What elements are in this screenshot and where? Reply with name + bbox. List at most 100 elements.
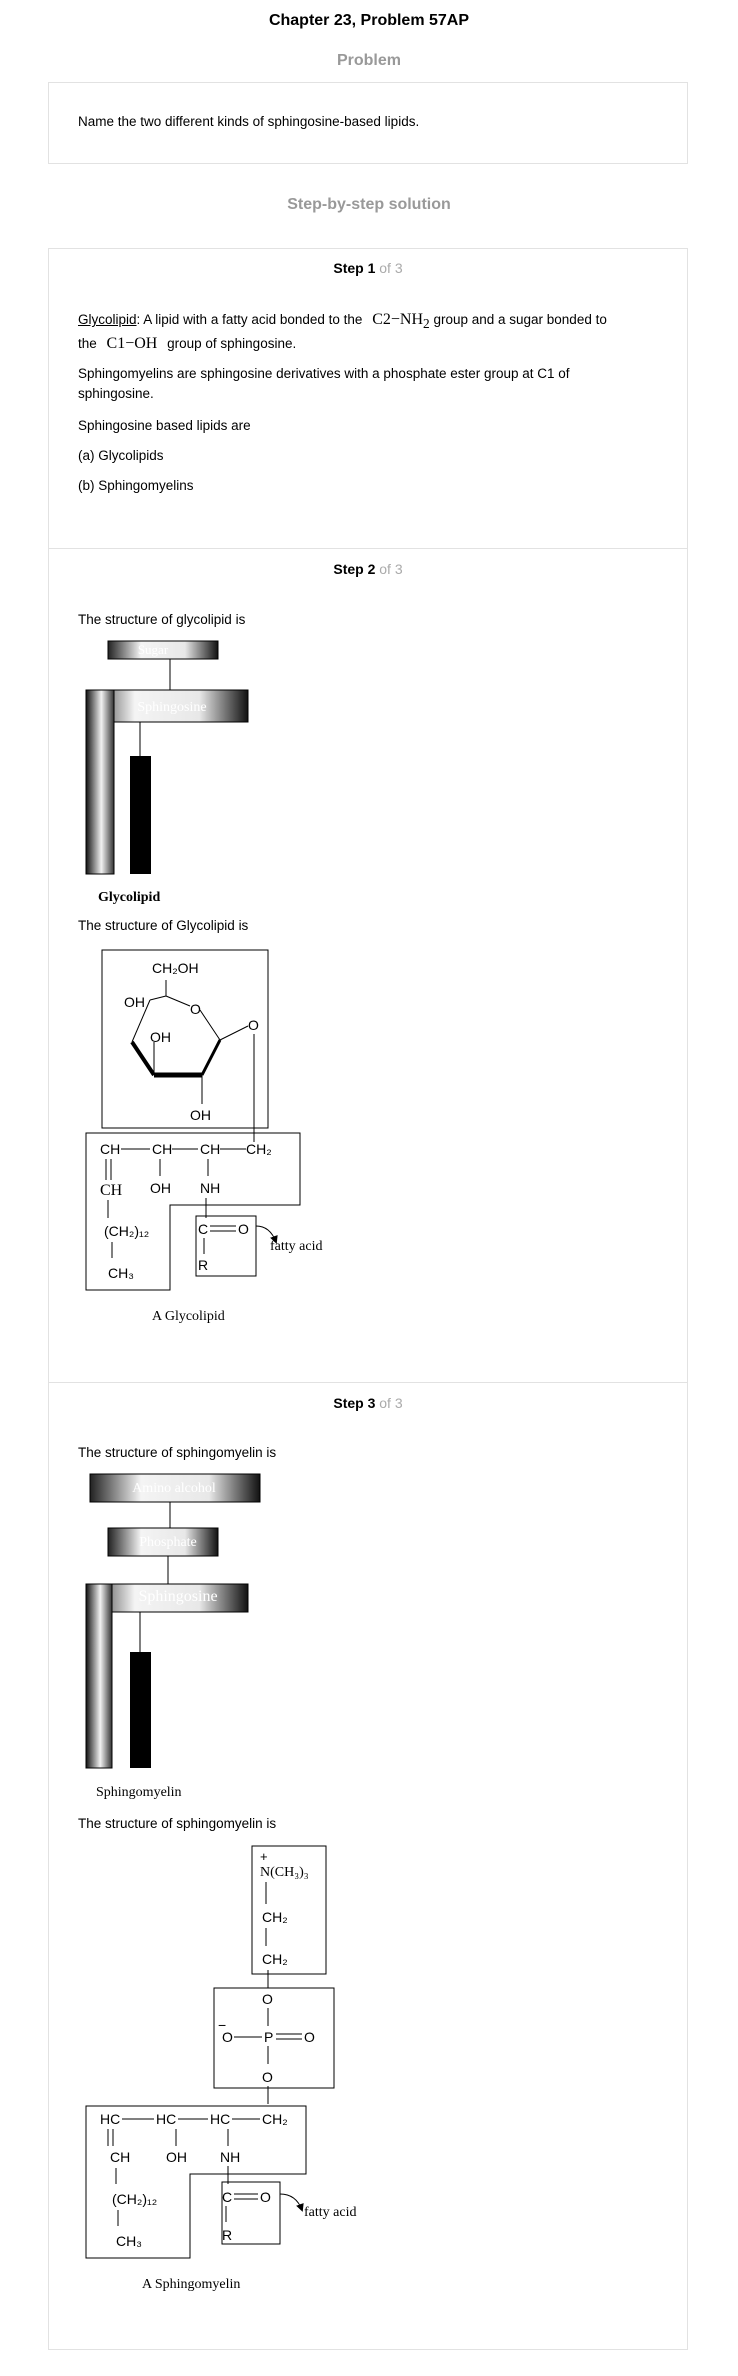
oh-label: OH <box>190 1107 211 1123</box>
step-count: of 3 <box>375 1395 403 1411</box>
step-3-header: Step 3 of 3 <box>48 1395 688 1411</box>
sphingosine-tail <box>85 689 115 875</box>
chain-ch: CH <box>200 1141 220 1157</box>
definition-text: the <box>78 336 97 351</box>
glycolipid-structure-caption: A Glycolipid <box>152 1309 225 1324</box>
sphingosine-bar <box>85 1583 249 1613</box>
sugar-block <box>107 640 219 660</box>
r-group: R <box>222 2227 232 2243</box>
definition-text: group and a sugar bonded to <box>433 312 607 327</box>
step-label: Step 3 <box>333 1395 376 1411</box>
amino-alcohol-block <box>89 1473 261 1503</box>
oh-label: OH <box>150 1029 171 1045</box>
sphingomyelin-caption: Sphingomyelin <box>96 1785 182 1800</box>
step-2-intro2: The structure of Glycolipid is <box>78 918 249 933</box>
chain-ch-double: CH <box>100 1182 123 1199</box>
step-count: of 3 <box>375 561 403 577</box>
phosphate-block <box>107 1527 219 1557</box>
chain-oh: OH <box>150 1180 171 1196</box>
solution-heading: Step-by-step solution <box>287 196 451 213</box>
step-1-line2: Sphingomyelins are sphingosine derivativ… <box>78 366 570 381</box>
formula-c1-oh: C1−OH <box>106 335 158 352</box>
sugar-label: Sugar <box>138 642 169 657</box>
carbonyl-o: O <box>260 2189 271 2205</box>
chain-oh: OH <box>166 2149 187 2165</box>
oh-label: OH <box>124 994 145 1010</box>
ring-oxygen: O <box>190 1001 201 1017</box>
amino-alcohol-label: Amino alcohol <box>132 1481 216 1496</box>
step-label: Step 1 <box>333 260 376 276</box>
sphingomyelin-structure-caption: A Sphingomyelin <box>142 2277 240 2292</box>
phosphate-label: Phosphate <box>139 1535 197 1550</box>
chain-ch3: CH₃ <box>108 1265 134 1281</box>
definition-text: group of sphingosine. <box>167 336 297 351</box>
step-1-item-a: (a) Glycolipids <box>78 448 164 463</box>
fatty-acid-label: fatty acid <box>304 2205 356 2220</box>
step-3-intro1: The structure of sphingomyelin is <box>78 1445 277 1460</box>
phosphorus: P <box>264 2029 273 2045</box>
carbonyl-o: O <box>238 1221 249 1237</box>
phosphate-o: O <box>262 1991 273 2007</box>
chain-ch: CH <box>100 1141 120 1157</box>
fatty-acid-box <box>221 2181 281 2245</box>
formula-subscript: 2 <box>423 316 430 332</box>
step-2-header: Step 2 of 3 <box>48 561 688 577</box>
chain-ch3: CH₃ <box>116 2233 142 2249</box>
sphingosine-label: Sphingosine <box>137 700 206 715</box>
page-title: Chapter 23, Problem 57AP <box>268 12 470 29</box>
chain-ch2-12: (CH₂)₁₂ <box>104 1223 149 1239</box>
problem-text: Name the two different kinds of sphingos… <box>78 114 420 129</box>
fatty-acid-tail <box>130 1652 151 1768</box>
chain-ch: CH <box>110 2149 130 2165</box>
step-1-header: Step 1 of 3 <box>48 260 688 276</box>
chain-ch2-12: (CH₂)₁₂ <box>112 2191 157 2207</box>
problem-box <box>48 82 688 164</box>
solution-box <box>48 248 688 2350</box>
sphingosine-label: Sphingosine <box>138 1588 217 1605</box>
minus-charge: − <box>218 2017 226 2033</box>
step-divider <box>48 1382 688 1383</box>
sphingosine-box <box>85 1132 301 1291</box>
formula-text: C2−NH <box>372 311 424 328</box>
choline-box <box>251 1845 327 1975</box>
step-1-line2b: sphingosine. <box>78 386 154 401</box>
plus-charge: + <box>260 1849 268 1864</box>
phosphate-box <box>213 1987 335 2089</box>
glycolipid-block-diagram: Sugar Sphingosine Glycolipid <box>85 640 249 905</box>
carbonyl-c: C <box>222 2189 232 2205</box>
chain-hc: HC <box>100 2111 120 2127</box>
step-1-definition-line2: the C1−OH group of sphingosine. <box>78 334 296 354</box>
step-divider <box>48 548 688 549</box>
sphingosine-box <box>85 2105 307 2259</box>
fatty-acid-box <box>195 1215 257 1277</box>
fatty-acid-label: fatty acid <box>270 1239 322 1254</box>
chain-nh: NH <box>200 1180 220 1196</box>
fatty-acid-tail <box>130 756 151 874</box>
step-1-item-b: (b) Sphingomyelins <box>78 478 194 493</box>
chain-ch2: CH₂ <box>246 1141 272 1157</box>
step-2-intro1: The structure of glycolipid is <box>78 612 246 627</box>
chain-hc: HC <box>156 2111 176 2127</box>
problem-heading: Problem <box>336 52 401 69</box>
sugar-box <box>101 949 269 1129</box>
link-oxygen: O <box>248 1017 259 1033</box>
chain-nh: NH <box>220 2149 240 2165</box>
phosphate-o: O <box>262 2069 273 2085</box>
definition-text: : A lipid with a fatty acid bonded to th… <box>136 312 363 327</box>
chain-hc: HC <box>210 2111 230 2127</box>
ch2-label: CH₂ <box>262 1909 288 1925</box>
glycolipid-term: Glycolipid <box>78 312 137 327</box>
step-label: Step 2 <box>333 561 376 577</box>
formula-c2-nh2: C2−NH2 <box>372 311 430 332</box>
ch2-label: CH₂ <box>262 1951 288 1967</box>
carbonyl-c: C <box>198 1221 208 1237</box>
chain-ch: CH <box>152 1141 172 1157</box>
glycolipid-caption: Glycolipid <box>98 890 160 905</box>
step-3-intro2: The structure of sphingomyelin is <box>78 1816 277 1831</box>
step-1-definition: Glycolipid: A lipid with a fatty acid bo… <box>78 310 678 334</box>
step-1-line3: Sphingosine based lipids are <box>78 418 251 433</box>
